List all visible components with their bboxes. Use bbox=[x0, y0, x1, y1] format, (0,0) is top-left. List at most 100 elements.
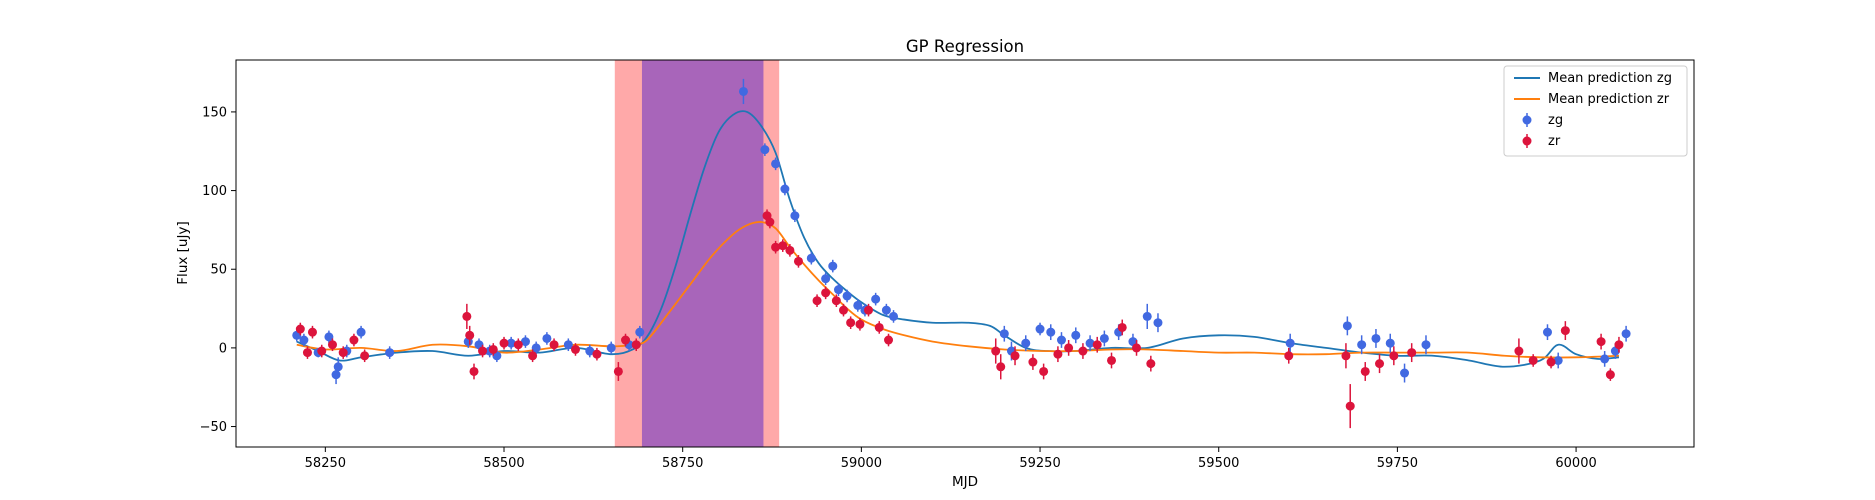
marker bbox=[570, 344, 580, 354]
data-point-zg bbox=[1621, 325, 1631, 342]
data-point-zr bbox=[478, 344, 488, 358]
marker bbox=[563, 340, 573, 350]
x-tick-label: 60000 bbox=[1555, 456, 1596, 471]
marker bbox=[1528, 355, 1538, 365]
marker bbox=[1407, 348, 1417, 358]
data-point-zr bbox=[765, 215, 775, 229]
marker bbox=[785, 245, 795, 255]
data-point-zg bbox=[299, 333, 309, 347]
shaded-regions bbox=[614, 60, 780, 447]
marker bbox=[1039, 366, 1049, 376]
data-point-zr bbox=[996, 354, 1006, 380]
data-point-zr bbox=[499, 336, 509, 350]
data-point-zr bbox=[846, 316, 856, 330]
marker bbox=[1360, 366, 1370, 376]
y-tick-label: 100 bbox=[202, 184, 227, 199]
marker bbox=[771, 242, 781, 252]
data-point-zr bbox=[1117, 319, 1127, 336]
data-point-zg bbox=[1085, 335, 1095, 352]
marker bbox=[853, 300, 863, 310]
data-point-zg bbox=[790, 209, 800, 223]
marker bbox=[1153, 318, 1163, 328]
data-point-zr bbox=[1132, 340, 1142, 356]
data-point-zg bbox=[520, 335, 530, 348]
marker bbox=[1553, 355, 1563, 365]
marker bbox=[1385, 338, 1395, 348]
marker bbox=[1605, 370, 1615, 380]
marker bbox=[307, 327, 317, 337]
marker bbox=[889, 311, 899, 321]
data-point-zg bbox=[1021, 335, 1031, 352]
data-point-zg bbox=[1400, 363, 1410, 383]
data-point-zg bbox=[606, 341, 616, 355]
data-point-zr bbox=[1375, 354, 1385, 374]
marker bbox=[1142, 311, 1152, 321]
marker bbox=[996, 362, 1006, 372]
marker bbox=[462, 311, 472, 321]
data-point-zr bbox=[821, 286, 831, 300]
data-point-zr bbox=[1345, 384, 1355, 429]
marker bbox=[520, 337, 530, 347]
marker bbox=[842, 291, 852, 301]
data-point-zr bbox=[793, 255, 803, 268]
marker bbox=[327, 340, 337, 350]
data-point-zr bbox=[592, 347, 602, 361]
data-point-zr bbox=[349, 333, 359, 347]
data-point-zg bbox=[821, 272, 831, 285]
y-tick-label: −50 bbox=[200, 420, 227, 435]
marker bbox=[606, 343, 616, 353]
data-point-zg bbox=[385, 346, 395, 359]
data-point-zg bbox=[635, 325, 645, 339]
data-point-zr bbox=[831, 294, 841, 307]
marker bbox=[1614, 340, 1624, 350]
data-points bbox=[292, 78, 1631, 429]
x-tick-label: 58750 bbox=[662, 456, 703, 471]
legend-swatch-zg bbox=[1522, 115, 1532, 125]
data-point-zg bbox=[1046, 324, 1056, 341]
legend-label-zr: zr bbox=[1548, 134, 1561, 149]
data-point-zg bbox=[1600, 351, 1610, 367]
marker bbox=[478, 346, 488, 356]
marker bbox=[488, 344, 498, 354]
marker bbox=[1078, 346, 1088, 356]
prediction-lines bbox=[296, 110, 1620, 368]
data-point-zr bbox=[1407, 343, 1417, 363]
marker bbox=[331, 370, 341, 380]
data-point-zr bbox=[778, 239, 788, 252]
data-point-zg bbox=[760, 143, 770, 156]
data-point-zg bbox=[356, 325, 366, 339]
marker bbox=[1600, 354, 1610, 364]
marker bbox=[991, 346, 1001, 356]
marker bbox=[499, 338, 509, 348]
marker bbox=[846, 318, 856, 328]
marker bbox=[1371, 333, 1381, 343]
data-point-zr bbox=[1528, 354, 1538, 367]
data-point-zg bbox=[889, 310, 899, 323]
marker bbox=[1357, 340, 1367, 350]
data-point-zg bbox=[1035, 322, 1045, 336]
data-point-zg bbox=[1342, 316, 1352, 336]
data-point-zr bbox=[1039, 363, 1049, 380]
data-point-zg bbox=[881, 303, 891, 317]
marker bbox=[1560, 326, 1570, 336]
data-point-zg bbox=[324, 330, 334, 344]
data-point-zr bbox=[528, 349, 538, 363]
data-point-zg bbox=[563, 338, 573, 352]
series-line-zr bbox=[296, 221, 1619, 359]
marker bbox=[881, 305, 891, 315]
data-point-zr bbox=[1010, 346, 1020, 366]
marker bbox=[613, 366, 623, 376]
data-point-zr bbox=[874, 321, 884, 334]
marker bbox=[806, 253, 816, 263]
legend-swatch-zr bbox=[1522, 136, 1532, 146]
data-point-zg bbox=[585, 344, 595, 358]
marker bbox=[828, 261, 838, 271]
legend-label-zg-line: Mean prediction zg bbox=[1548, 71, 1672, 86]
data-point-zg bbox=[853, 299, 863, 312]
legend: Mean prediction zg Mean prediction zr zg… bbox=[1503, 65, 1688, 157]
marker bbox=[1146, 359, 1156, 369]
data-point-zg bbox=[1285, 333, 1295, 353]
data-point-zr bbox=[631, 338, 641, 352]
y-tick-label: 150 bbox=[202, 105, 227, 120]
